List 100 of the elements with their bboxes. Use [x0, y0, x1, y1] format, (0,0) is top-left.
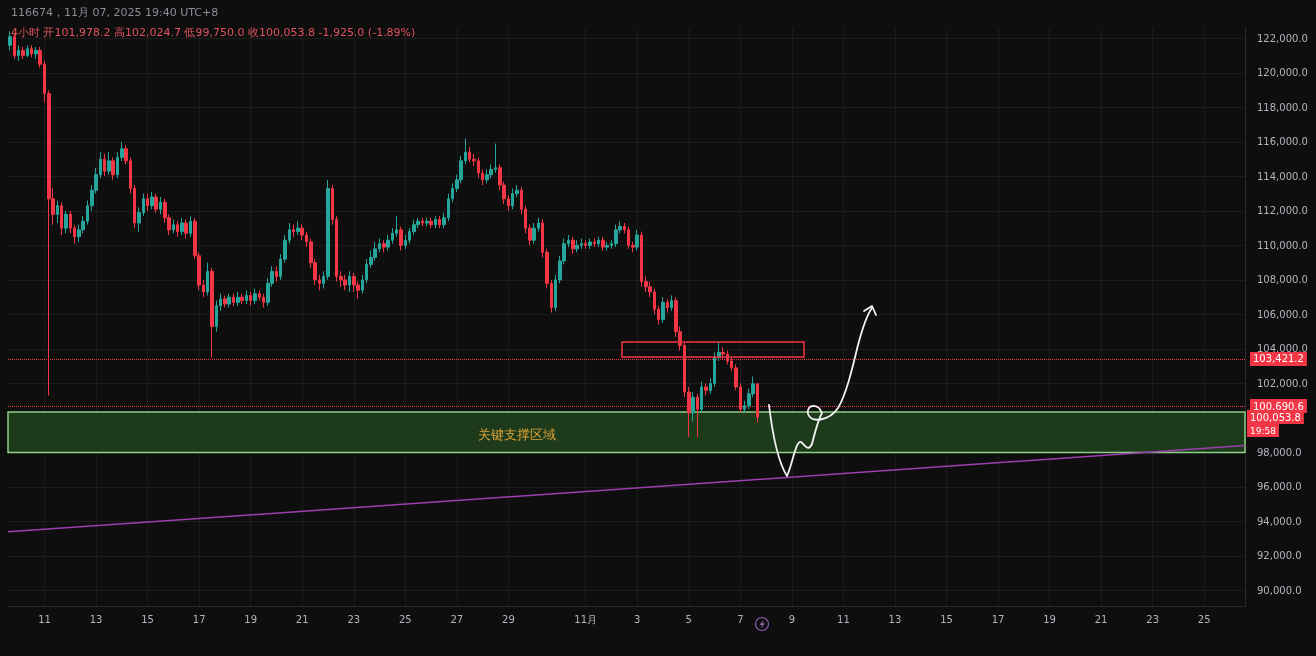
- candlestick: [696, 393, 699, 438]
- x-tick-label: 11: [837, 613, 850, 625]
- candlestick: [275, 265, 278, 283]
- candlestick: [223, 294, 227, 309]
- y-tick-label: 122,000.0: [1257, 32, 1308, 44]
- candlestick: [176, 220, 179, 238]
- y-tick-label: 98,000.0: [1257, 446, 1302, 458]
- candlestick: [700, 381, 703, 414]
- candlestick: [253, 288, 257, 305]
- x-tick-label: 23: [347, 613, 361, 625]
- y-tick-label: 118,000.0: [1257, 101, 1308, 113]
- ref-line-label: 100,690.6: [1253, 400, 1304, 412]
- candlestick: [184, 219, 188, 239]
- x-tick-label: 25: [398, 613, 412, 625]
- candlestick: [438, 215, 441, 229]
- x-tick-label: 13: [888, 613, 902, 625]
- candlestick: [236, 291, 240, 307]
- chart-title: 116674，11月 07, 2025 19:40 UTC+8: [11, 6, 219, 19]
- x-tick-label: 17: [192, 613, 206, 625]
- candlestick: [172, 219, 175, 234]
- x-tick-label: 21: [295, 613, 309, 625]
- candlestick: [485, 168, 489, 184]
- candlestick: [8, 30, 12, 51]
- candlestick: [704, 382, 708, 396]
- y-tick-label: 94,000.0: [1257, 515, 1302, 527]
- ref-line-label: 103,421.2: [1253, 353, 1304, 365]
- text: 19:58: [1250, 425, 1277, 436]
- candlestick: [146, 193, 149, 212]
- x-tick-label: 27: [450, 613, 464, 625]
- x-tick-label: 29: [502, 613, 515, 625]
- y-tick-label: 102,000.0: [1257, 377, 1308, 389]
- y-tick-label: 92,000.0: [1257, 550, 1302, 562]
- candlestick: [56, 200, 59, 224]
- x-tick-label: 19: [244, 613, 258, 625]
- candlestick: [206, 262, 209, 296]
- candlestick: [103, 153, 106, 177]
- candlestick: [597, 236, 600, 248]
- y-tick-label: 112,000.0: [1257, 205, 1308, 217]
- x-tick-label: 11: [38, 613, 51, 625]
- x-tick-label: 15: [940, 613, 953, 625]
- candlestick: [210, 267, 214, 359]
- candlestick: [30, 44, 33, 58]
- chart-subtitle: 4小时 开101,978.2 高102,024.7 低99,750.0 收100,053.8 -1,925.0 (-1.89%): [11, 26, 416, 39]
- candlestick: [593, 238, 596, 248]
- candlestick: [180, 217, 184, 236]
- candlestick: [605, 241, 609, 252]
- candlestick: [601, 236, 605, 252]
- x-tick-label: 23: [1146, 613, 1160, 625]
- candlestick: [60, 201, 63, 236]
- y-tick-label: 114,000.0: [1257, 170, 1308, 182]
- candlestick: [429, 217, 433, 229]
- candlestick: [691, 391, 695, 422]
- candlestick: [111, 156, 115, 181]
- candlestick: [227, 293, 231, 309]
- x-tick-label: 5: [685, 613, 692, 625]
- candlestick: [575, 239, 579, 253]
- candlestick: [670, 294, 673, 312]
- candlestick: [434, 215, 437, 229]
- candlestick: [150, 191, 154, 210]
- candlestick: [584, 239, 587, 250]
- y-tick-label: 110,000.0: [1257, 239, 1308, 251]
- band-label: 关键支撑区域: [477, 426, 556, 442]
- candlestick: [34, 46, 38, 60]
- candlestick: [64, 210, 68, 234]
- x-tick-label: 7: [737, 613, 744, 625]
- candlestick: [425, 217, 429, 227]
- candlestick: [159, 196, 162, 215]
- x-tick-label: 11月: [574, 613, 598, 625]
- candlestick: [107, 151, 111, 176]
- candlestick: [189, 215, 192, 238]
- x-tick-label: 15: [141, 613, 154, 625]
- candlestick: [292, 224, 295, 238]
- candlestick: [21, 46, 25, 60]
- candlestick: [421, 217, 424, 227]
- candlestick: [343, 274, 347, 291]
- y-tick-label: 106,000.0: [1257, 308, 1308, 320]
- candlestick: [245, 289, 248, 305]
- candlestick: [532, 222, 536, 245]
- x-tick-label: 3: [634, 613, 641, 625]
- candlestick: [26, 44, 29, 58]
- y-tick-label: 120,000.0: [1257, 67, 1308, 79]
- candlestick: [661, 296, 665, 324]
- candlestick: [614, 224, 618, 248]
- candlestick: [240, 293, 244, 305]
- candlestick: [588, 238, 592, 250]
- x-tick-label: 13: [89, 613, 103, 625]
- candlestick: [249, 291, 252, 307]
- x-tick-label: 9: [788, 613, 796, 625]
- y-tick-label: 108,000.0: [1257, 274, 1308, 286]
- candlestick: [666, 298, 669, 314]
- candlestick: [382, 239, 386, 253]
- x-tick-label: 21: [1094, 613, 1108, 625]
- y-tick-label: 90,000.0: [1257, 584, 1302, 596]
- candlestick: [154, 193, 158, 214]
- candlestick: [232, 293, 235, 307]
- candlestick: [296, 220, 300, 236]
- y-tick-label: 104,000.0: [1257, 343, 1308, 355]
- candlestick: [399, 225, 403, 252]
- candlestick: [17, 44, 20, 62]
- candlestick: [635, 229, 639, 252]
